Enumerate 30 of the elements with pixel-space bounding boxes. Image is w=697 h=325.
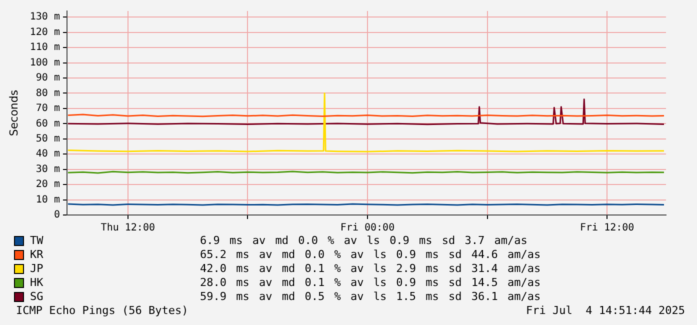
y-axis-title: Seconds [7,90,20,136]
y-tick-label: 120 m [30,26,60,38]
text: ICMP Echo Pings (56 Bytes) [16,304,188,318]
legend-label: SG [30,290,44,304]
legend-label: JP [30,262,44,276]
legend-label: HK [30,276,44,290]
y-tick-label: 40 m [36,148,60,160]
y-tick-label: 60 m [36,118,60,130]
legend-label: TW [30,234,44,248]
text: 59.9 ms av md 0.5 % av ls 1.5 ms sd 36.1 am/as [200,290,541,304]
y-tick-label: 10 m [36,194,60,206]
text: 28.0 ms av md 0.1 % av ls 0.9 ms sd 14.5 am/as [200,276,541,290]
y-tick-label: 0 [54,210,60,221]
text: 6.9 ms av md 0.0 % av ls 0.9 ms sd 3.7 am/as [200,234,528,248]
y-tick-label: 50 m [36,133,60,144]
x-tick-label: Fri 00:00 [340,222,395,234]
x-tick-label: Thu 12:00 [100,222,155,234]
text: 65.2 ms av md 0.0 % av ls 0.9 ms sd 44.6 am/as [200,248,541,262]
y-tick-label: 20 m [36,179,60,190]
legend-label: KR [30,248,44,262]
y-tick-label: 90 m [36,72,60,84]
y-tick-label: 100 m [30,57,60,68]
y-tick-label: 80 m [36,88,60,99]
y-tick-label: 70 m [36,103,60,114]
y-tick-label: 110 m [30,42,60,54]
y-tick-label: 30 m [36,164,60,175]
y-tick-label: 130 m [30,12,60,23]
x-tick-label: Fri 12:00 [580,222,634,234]
text: Fri Jul 4 14:51:44 2025 [526,304,685,318]
text: 42.0 ms av md 0.1 % av ls 2.9 ms sd 31.4 am/as [200,262,541,276]
